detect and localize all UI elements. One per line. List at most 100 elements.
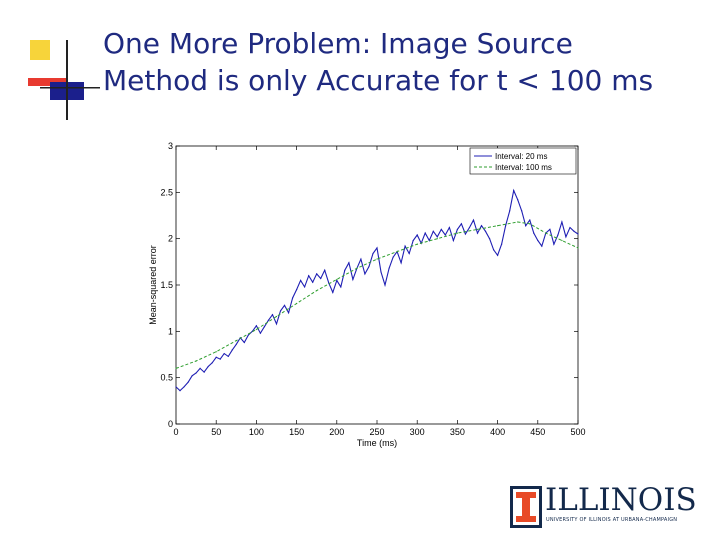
series-2-point — [476, 228, 479, 230]
series-1-point — [364, 273, 366, 275]
deco-vertical-line — [66, 40, 68, 120]
x-tick-label: 100 — [249, 427, 264, 437]
series-1-point — [565, 236, 567, 238]
x-axis-label: Time (ms) — [357, 438, 397, 448]
series-1-point — [215, 356, 217, 358]
plot-frame — [175, 145, 579, 425]
series-1-point — [279, 310, 282, 312]
series-1-point — [553, 243, 555, 245]
y-tick-label: 3 — [168, 141, 173, 151]
series-1-point — [316, 273, 318, 275]
series-1-point — [191, 375, 193, 377]
y-axis-label: Mean-squared error — [148, 245, 158, 325]
series-1-point — [484, 230, 487, 232]
x-tick-label: 400 — [490, 427, 505, 437]
series-2-point — [255, 328, 257, 331]
x-tick-label: 150 — [289, 427, 304, 437]
series-1-point — [247, 334, 249, 336]
series-1-point — [408, 252, 410, 255]
series-1-point — [352, 278, 354, 281]
series-2-point — [577, 247, 579, 249]
series-1-point — [460, 223, 463, 225]
series-1-point — [308, 275, 310, 277]
y-tick-label: 0.5 — [160, 373, 173, 383]
series-1-point — [283, 304, 286, 306]
series-1-point — [223, 352, 225, 355]
series-1-point — [533, 232, 535, 234]
series-2-point — [356, 267, 358, 269]
series-1-point — [569, 226, 571, 229]
series-1-point — [577, 233, 579, 235]
series-1-point — [187, 381, 189, 383]
series-1-point — [392, 256, 394, 258]
legend-label: Interval: 20 ms — [495, 152, 547, 161]
series-1-point — [505, 225, 507, 227]
series-1-point — [501, 243, 503, 245]
series-1-point — [211, 362, 213, 364]
x-tick-label: 450 — [530, 427, 545, 437]
series-2-point — [561, 239, 563, 242]
series-1-point — [468, 226, 471, 229]
deco-red-bar — [28, 78, 66, 86]
series-1-point — [195, 372, 197, 374]
series-2-point — [517, 221, 519, 223]
y-tick-label: 2 — [168, 234, 173, 244]
series-1-point — [324, 269, 326, 271]
series-1-point — [259, 332, 262, 334]
series-1-point — [497, 254, 499, 256]
legend-label: Interval: 100 ms — [495, 163, 552, 172]
series-1-point — [275, 323, 278, 325]
series-1-point — [207, 365, 209, 368]
series-1-point — [436, 236, 438, 238]
series-2-point — [376, 258, 378, 260]
series-line-2 — [175, 221, 579, 369]
series-1-point — [267, 319, 270, 321]
block-i-icon — [510, 486, 542, 528]
x-tick-label: 350 — [450, 427, 465, 437]
series-1-point — [412, 239, 414, 242]
series-1-point — [517, 199, 519, 201]
series-1-point — [336, 279, 338, 281]
series-2-point — [215, 351, 217, 353]
series-1-point — [464, 233, 467, 235]
series-1-point — [400, 262, 402, 264]
series-1-point — [549, 228, 551, 230]
x-tick-label: 500 — [570, 427, 585, 437]
series-2-point — [336, 278, 338, 281]
series-1-point — [456, 228, 458, 230]
series-1-point — [219, 358, 221, 360]
series-1-point — [296, 289, 298, 291]
series-1-point — [525, 225, 527, 227]
series-1-point — [480, 225, 483, 227]
title-bullet-decoration — [28, 40, 100, 120]
series-1-point — [472, 219, 475, 221]
y-tick-label: 2.5 — [160, 187, 173, 197]
x-tick-label: 300 — [410, 427, 425, 437]
series-1-point — [476, 232, 479, 234]
series-1-point — [312, 281, 314, 283]
series-2-point — [195, 360, 197, 362]
series-1-point — [183, 386, 185, 388]
x-tick-label: 50 — [211, 427, 221, 437]
series-1-point — [360, 258, 362, 260]
series-1-point — [541, 245, 543, 247]
x-tick-label: 0 — [173, 427, 178, 437]
deco-horizontal-line — [40, 87, 100, 89]
series-1-point — [300, 279, 302, 281]
mse-chart: 0 50 100 150 200 250 300 350 400 450 500 0 0.5 1 1.5 2 2… — [148, 141, 586, 448]
series-1-point — [440, 228, 442, 230]
y-tick-label: 1 — [168, 326, 173, 336]
series-1-point — [175, 386, 177, 388]
series-1-point — [368, 265, 370, 268]
series-2-point — [456, 232, 458, 234]
series-1-point — [199, 367, 201, 369]
series-1-point — [287, 312, 290, 314]
series-1-point — [203, 371, 205, 373]
series-1-point — [384, 284, 386, 286]
series-1-point — [348, 262, 350, 264]
series-1-point — [488, 238, 491, 240]
series-1-point — [320, 277, 322, 280]
series-1-point — [416, 234, 418, 236]
illinois-subtitle: UNIVERSITY OF ILLINOIS AT URBANA-CHAMPAI… — [546, 517, 678, 523]
series-1-point — [557, 234, 559, 236]
